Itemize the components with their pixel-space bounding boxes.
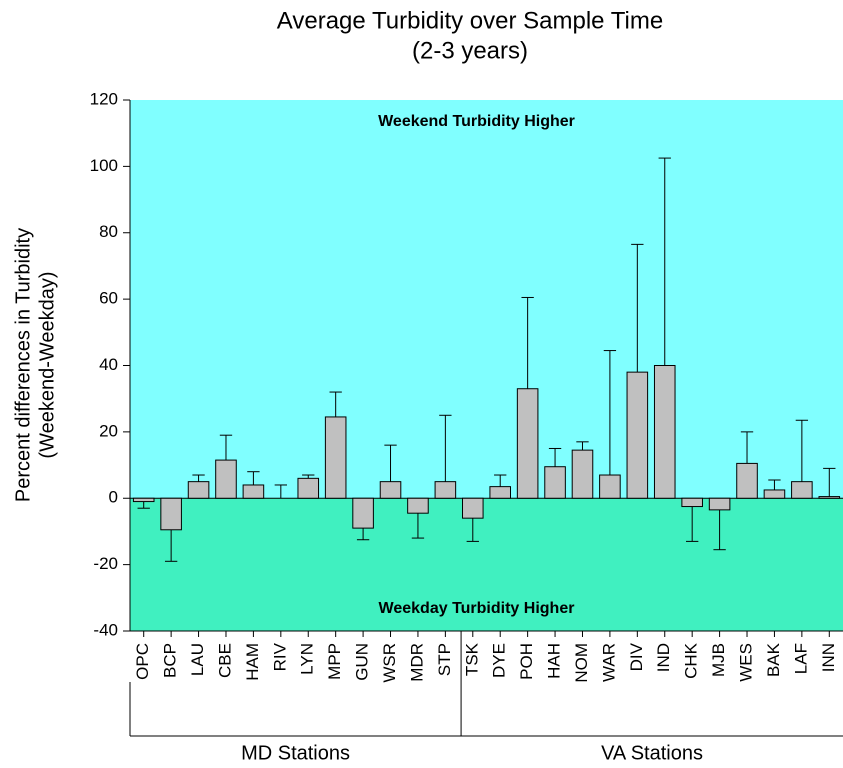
bar (599, 474, 621, 499)
bar (407, 497, 429, 514)
y-tick-label: -40 (93, 620, 118, 639)
x-tick-label: WAR (599, 643, 618, 682)
bar (242, 484, 265, 499)
bar (215, 459, 237, 499)
x-tick-label: WES (737, 643, 756, 682)
chart-title: Average Turbidity over Sample Time (277, 7, 663, 34)
bar (681, 497, 703, 508)
bar (516, 388, 539, 499)
x-tick-label: POH (517, 643, 536, 680)
bar (434, 481, 457, 499)
y-tick-label: 100 (90, 156, 118, 175)
x-tick-label: BAK (764, 642, 783, 677)
group-label: VA Stations (601, 742, 703, 764)
bar (160, 497, 182, 531)
x-tick-label: MPP (325, 643, 344, 680)
y-tick-label: 60 (99, 289, 118, 308)
y-tick-label: 40 (99, 355, 118, 374)
x-tick-label: MDR (407, 643, 426, 682)
x-tick-label: CHK (682, 642, 701, 679)
x-tick-label: LAF (791, 643, 810, 674)
bar (462, 497, 484, 519)
y-tick-label: 120 (90, 89, 118, 108)
x-tick-label: INN (819, 643, 838, 672)
x-tick-label: LYN (298, 643, 317, 675)
x-tick-label: GUN (353, 643, 372, 681)
x-tick-label: HAH (545, 643, 564, 679)
x-tick-label: RIV (270, 642, 289, 671)
bar (297, 477, 320, 499)
annotation: Weekend Turbidity Higher (378, 113, 575, 130)
x-tick-label: OPC (133, 643, 152, 680)
bar (352, 497, 374, 529)
bar (653, 365, 676, 499)
chart-subtitle: (2-3 years) (412, 37, 528, 64)
x-tick-label: DYE (490, 643, 509, 678)
y-tick-label: -20 (93, 554, 118, 573)
bar (544, 466, 566, 499)
y-axis-label: Percent differences in Turbidity (12, 228, 34, 502)
bar (571, 449, 594, 499)
x-tick-label: DIV (627, 642, 646, 671)
bar (708, 497, 731, 511)
bar (187, 481, 210, 499)
bar (818, 496, 841, 499)
annotation: Weekday Turbidity Higher (379, 600, 575, 617)
negative-region (130, 498, 843, 631)
x-tick-label: NOM (572, 643, 591, 683)
y-tick-label: 20 (99, 421, 118, 440)
bar (379, 481, 402, 499)
x-tick-label: CBE (215, 643, 234, 678)
x-tick-label: BCP (161, 643, 180, 678)
x-tick-label: MJB (709, 643, 728, 677)
x-tick-label: LAU (188, 643, 207, 676)
bar (324, 416, 347, 499)
positive-region (130, 100, 843, 499)
bar (736, 462, 758, 499)
bar (791, 481, 813, 499)
x-tick-label: TSK (462, 642, 481, 676)
y-tick-label: 0 (109, 488, 118, 507)
bar (763, 489, 786, 499)
group-label: MD Stations (241, 742, 350, 764)
bar (489, 486, 511, 499)
bar (626, 371, 649, 499)
x-tick-label: STP (435, 643, 454, 676)
x-tick-label: WSR (380, 643, 399, 683)
x-tick-label: HAM (243, 643, 262, 681)
y-axis-label: (Weekend-Weekday) (36, 271, 58, 458)
x-tick-label: IND (654, 643, 673, 672)
bar (132, 497, 155, 503)
y-tick-label: 80 (99, 222, 118, 241)
